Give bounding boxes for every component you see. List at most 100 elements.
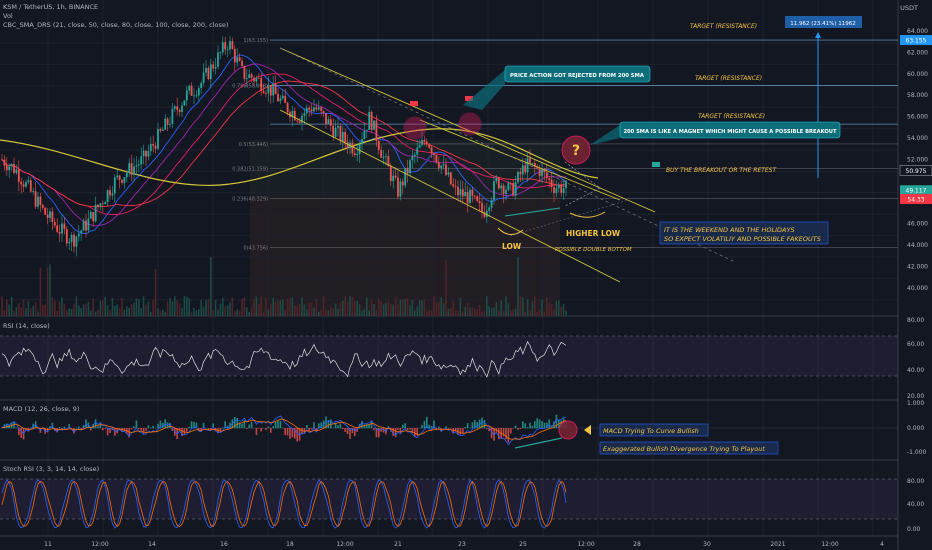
volume-bar <box>483 311 486 316</box>
macd-histogram-bar <box>308 428 310 432</box>
time-axis-label: 12:00 <box>336 541 353 548</box>
volume-bar <box>195 310 198 316</box>
volume-bar <box>390 304 392 316</box>
volume-bar <box>85 303 87 316</box>
candle-body <box>193 95 195 97</box>
volume-bar <box>452 300 454 316</box>
magnet-callout-text: 200 SMA IS LIKE A MAGNET WHICH MIGHT CAU… <box>623 129 837 135</box>
macd-histogram-bar <box>265 428 267 431</box>
rejected-callout-box <box>504 65 651 83</box>
macd-histogram-bar <box>138 428 140 430</box>
macd-histogram-bar <box>157 423 159 429</box>
macd-histogram-bar <box>282 427 284 429</box>
time-axis-label: 16 <box>220 541 228 548</box>
rsi-axis-tick: 20.00 <box>907 393 924 400</box>
volume-bar <box>250 307 253 316</box>
candle-body <box>29 180 32 192</box>
macd-line <box>1 415 567 446</box>
macd-histogram-bar <box>222 427 224 429</box>
macd-histogram-bar <box>267 426 270 429</box>
macd-histogram-bar <box>18 428 20 436</box>
volume-bar <box>202 306 205 316</box>
volume-bar <box>8 304 10 316</box>
candle-body <box>46 214 49 218</box>
candle-body <box>488 207 491 211</box>
fib-level-label: 0.382(51.159) <box>232 166 268 172</box>
macd-histogram-bar <box>207 428 210 430</box>
rsi-line <box>1 340 567 378</box>
macd-histogram-bar <box>555 414 558 429</box>
candle-body <box>380 150 383 158</box>
candle-body <box>416 147 419 155</box>
volume-bar <box>174 296 176 316</box>
volume-bar <box>126 306 128 316</box>
macd-histogram-bar <box>169 423 171 429</box>
candle-body <box>145 150 147 157</box>
candle-body <box>464 191 467 197</box>
volume-bar <box>514 308 517 316</box>
macd-histogram-bar <box>186 428 188 432</box>
macd-label[interactable]: MACD (12, 26, close, 9) <box>3 405 80 413</box>
price-badge-text: 49.117 <box>906 188 927 195</box>
macd-histogram-bar <box>423 420 426 429</box>
volume-bar <box>414 310 416 316</box>
candle-body <box>337 125 339 128</box>
volume-bar <box>394 296 397 316</box>
candle-body <box>382 156 385 158</box>
macd-histogram-bar <box>30 427 32 429</box>
macd-histogram-bar <box>363 424 366 429</box>
macd-histogram-bar <box>159 420 162 429</box>
candle-body <box>389 166 392 182</box>
macd-histogram-bar <box>505 428 507 440</box>
candle-body <box>173 106 176 109</box>
fib-level-label: 0.236(48.329) <box>232 197 268 203</box>
price-axis-tick: 64.000 <box>907 28 928 35</box>
candle-body <box>15 169 18 174</box>
volume-bar <box>1 296 3 316</box>
candle-body <box>526 158 529 173</box>
macd-histogram-bar <box>548 419 550 429</box>
candle-body <box>361 138 363 145</box>
rsi-label[interactable]: RSI (14, close) <box>3 322 50 330</box>
macd-histogram-bar <box>474 419 476 429</box>
volume-bar <box>207 299 210 316</box>
candle-body <box>524 165 527 173</box>
candle-body <box>212 64 215 69</box>
volume-bar <box>171 301 174 316</box>
stoch-rsi-label[interactable]: Stoch RSI (3, 3, 14, 14, close) <box>3 465 100 473</box>
volume-bar <box>135 298 138 316</box>
volume-bar <box>349 296 351 316</box>
volume-bar <box>181 307 183 316</box>
candle-body <box>229 41 231 50</box>
candle-body <box>133 166 135 175</box>
measure-text: 11.962 (23.41%) 11962 <box>790 21 856 27</box>
volume-bar <box>356 300 358 316</box>
macd-histogram-bar <box>13 421 15 429</box>
candle-body <box>313 107 315 112</box>
macd-histogram-bar <box>75 427 78 429</box>
macd-histogram-bar <box>536 418 538 429</box>
volume-bar <box>430 310 433 316</box>
candle-body <box>10 163 13 167</box>
volume-bar <box>306 309 308 316</box>
candle-body <box>298 121 301 123</box>
volume-bar <box>248 311 250 316</box>
macd-histogram-bar <box>380 428 382 432</box>
volume-bar <box>68 308 70 316</box>
volume-bar <box>382 304 385 316</box>
volume-bar <box>188 298 190 316</box>
volume-bar <box>478 305 481 316</box>
macd-histogram-bar <box>176 428 178 440</box>
macd-histogram-bar <box>224 421 226 429</box>
macd-histogram-bar <box>133 426 135 429</box>
question-mark-text: ? <box>572 143 580 159</box>
volume-bar <box>6 299 8 316</box>
macd-histogram-bar <box>349 428 351 439</box>
candle-body <box>104 202 107 205</box>
volume-bar <box>519 296 522 316</box>
macd-axis-tick: -1.000 <box>907 449 927 456</box>
currency-label: USDT <box>900 4 918 12</box>
macd-histogram-bar <box>258 428 260 429</box>
sma-indicator-label[interactable]: CBC_SMA_DRS (21, close, 50, close, 80, c… <box>3 21 229 29</box>
